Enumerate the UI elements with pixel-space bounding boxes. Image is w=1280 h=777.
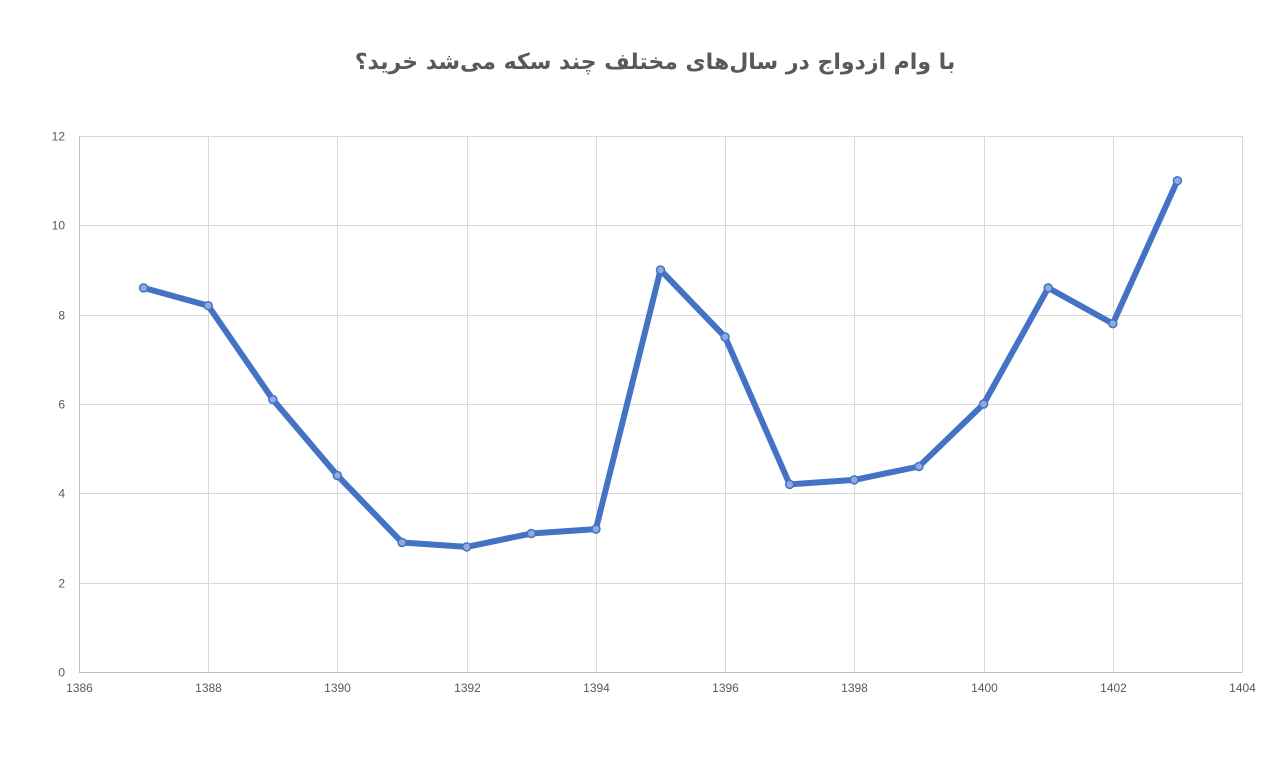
- data-point: [720, 332, 730, 342]
- data-point: [914, 461, 924, 472]
- y-tick-label: 8: [58, 309, 65, 323]
- x-tick-label: 1388: [195, 681, 222, 695]
- data-point: [461, 542, 472, 552]
- data-point: [784, 479, 795, 490]
- data-point: [268, 394, 278, 405]
- grid: [79, 136, 1243, 672]
- axes: [79, 136, 1243, 673]
- x-tick-label: 1398: [841, 681, 868, 695]
- y-tick-label: 6: [58, 398, 65, 412]
- data-point: [1172, 175, 1183, 186]
- data-point: [203, 300, 213, 311]
- y-tick-label: 10: [52, 219, 66, 233]
- data-point: [1108, 318, 1118, 329]
- chart-title: با وام ازدواج در سال‌های مختلف چند سکه م…: [354, 50, 956, 75]
- y-tick-label: 4: [58, 487, 65, 501]
- x-tick-label: 1392: [454, 681, 481, 695]
- data-point: [332, 470, 343, 481]
- data-point: [526, 528, 537, 539]
- x-tick-label: 1394: [583, 681, 610, 695]
- data-point: [397, 537, 407, 548]
- x-tick-label: 1386: [66, 681, 93, 695]
- x-tick-label: 1402: [1100, 681, 1127, 695]
- data-point: [1043, 283, 1053, 293]
- x-tick-label: 1396: [712, 681, 739, 695]
- x-tick-label: 1390: [324, 681, 351, 695]
- data-point: [655, 265, 666, 275]
- series-line: [140, 177, 1181, 550]
- y-tick-label: 2: [58, 577, 65, 591]
- data-point: [978, 399, 989, 409]
- x-tick-label: 1404: [1229, 681, 1256, 695]
- tick-labels: 0 2 4 6 8 10 12 1386 1388 1390 1392 1394 1396 1398 140…: [52, 130, 1257, 696]
- data-point: [849, 475, 860, 485]
- data-point: [138, 283, 149, 293]
- series: [138, 175, 1183, 552]
- y-tick-label: 0: [58, 666, 65, 680]
- x-tick-label: 1400: [971, 681, 998, 695]
- data-point: [591, 524, 601, 534]
- y-tick-label: 12: [52, 130, 66, 144]
